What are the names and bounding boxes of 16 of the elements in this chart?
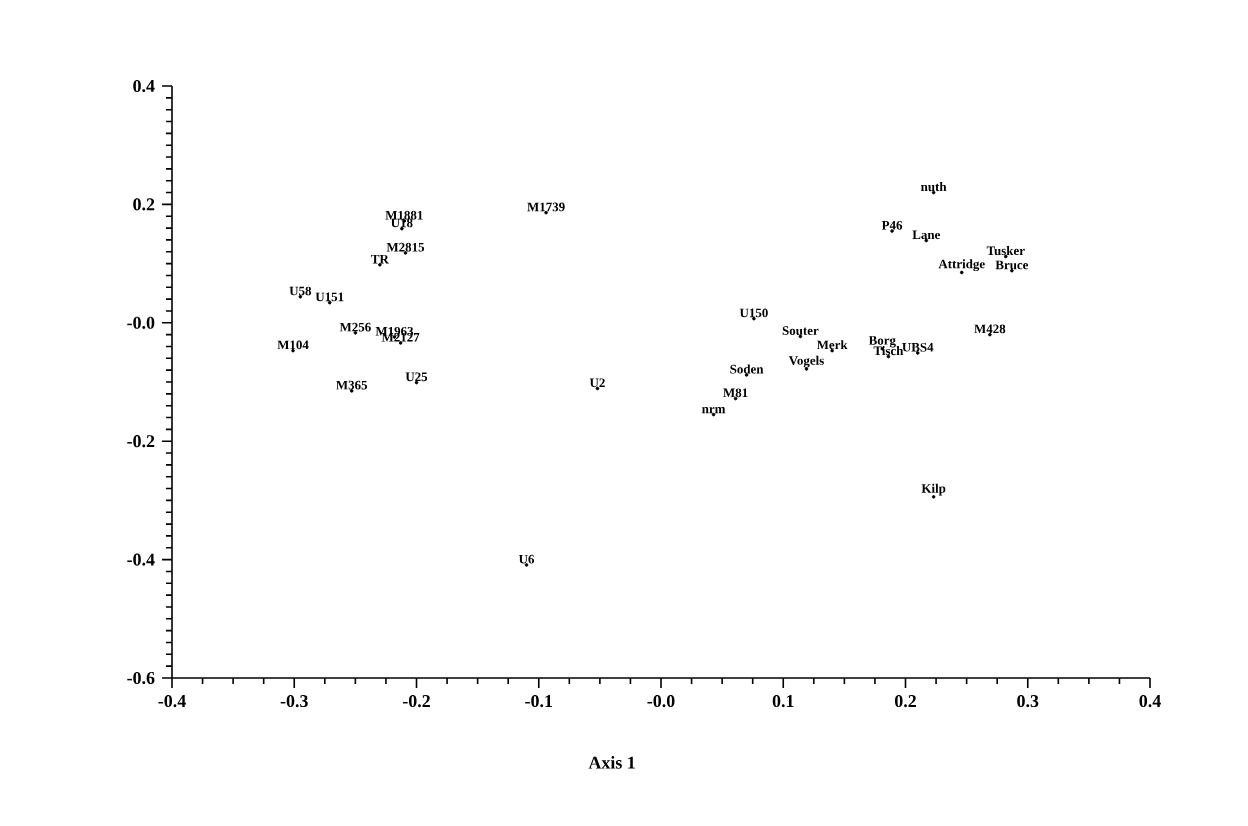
y-tick-label: -0.2	[127, 435, 155, 448]
x-tick-label: -0.4	[158, 694, 186, 708]
x-tick-label: -0.0	[647, 694, 675, 708]
y-tick-label: -0.4	[127, 553, 155, 566]
x-tick-label: 0.1	[772, 694, 794, 708]
x-tick-label: -0.1	[525, 694, 553, 708]
x-tick-label: 0.3	[1017, 694, 1039, 708]
x-tick-label: -0.3	[280, 694, 308, 708]
x-tick-label: 0.2	[894, 694, 916, 708]
x-tick-label: 0.4	[1139, 694, 1161, 708]
x-axis-title: Axis 1	[588, 756, 635, 769]
y-tick-label: 0.2	[133, 198, 155, 211]
y-tick-label: -0.0	[127, 316, 155, 329]
x-tick-label: -0.2	[402, 694, 430, 708]
y-tick-label: -0.6	[127, 671, 155, 685]
y-tick-label: 0.4	[133, 79, 155, 93]
